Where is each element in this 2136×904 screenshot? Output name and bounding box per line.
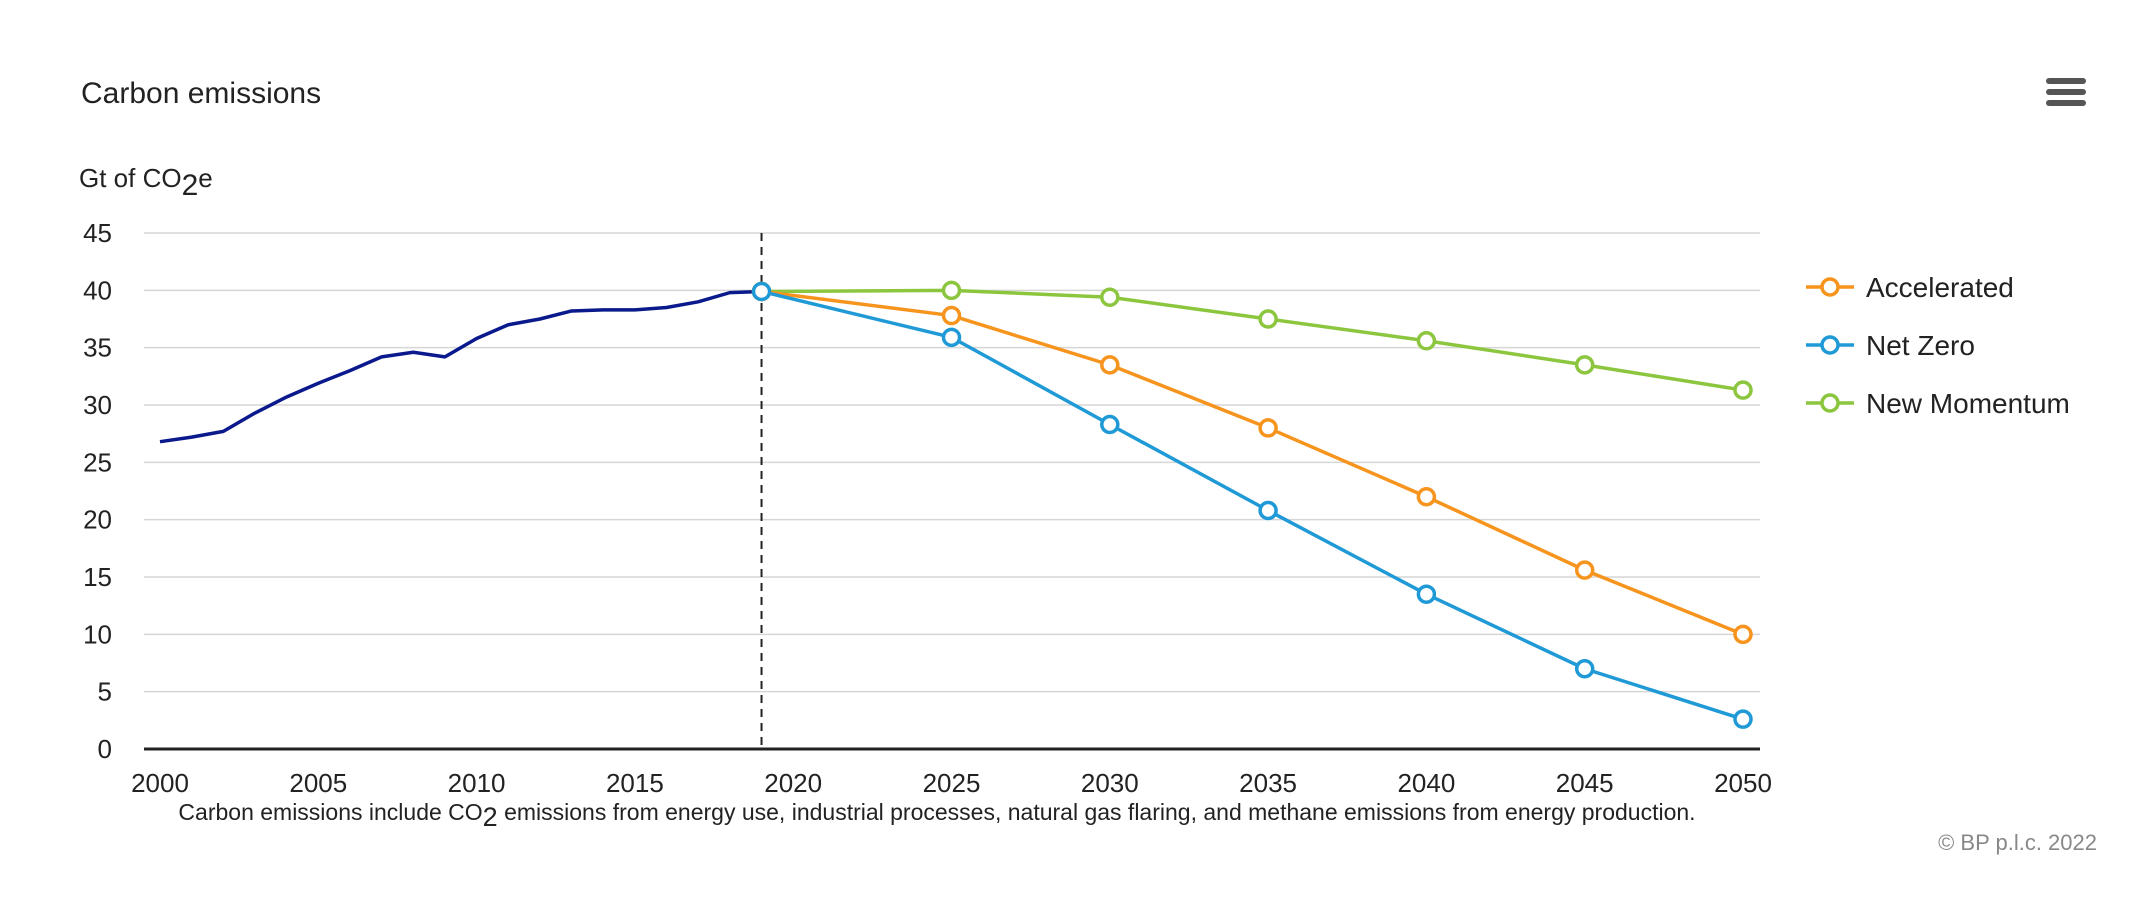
data-point-new-momentum[interactable] [1416, 331, 1437, 351]
y-tick-label: 25 [83, 447, 112, 477]
series-line-net-zero [761, 289, 1744, 721]
x-tick-label: 2025 [923, 768, 981, 798]
data-point-new-momentum[interactable] [1574, 355, 1595, 375]
legend-label: New Momentum [1866, 388, 2070, 419]
y-tick-label: 15 [83, 562, 112, 592]
hamburger-menu-icon[interactable] [2046, 78, 2086, 114]
data-point-new-momentum[interactable] [1733, 380, 1753, 400]
y-tick-label: 10 [83, 619, 112, 649]
legend-item-accelerated[interactable]: Accelerated [1806, 272, 2014, 303]
x-tick-label: 2045 [1556, 768, 1614, 798]
data-point-net-zero[interactable] [1733, 709, 1753, 729]
x-tick-label: 2040 [1397, 768, 1455, 798]
data-point-net-zero[interactable] [1416, 584, 1437, 604]
data-point-accelerated[interactable] [1258, 418, 1278, 438]
x-axis-ticks: 2000 2005 2010 2015 2020 2025 2030 2035 2040 2045… [131, 768, 1772, 798]
menu-bar-top [2046, 78, 2086, 84]
caption-main: Carbon emissions include CO [178, 799, 482, 825]
data-point-net-zero[interactable] [1574, 658, 1595, 679]
legend-marker [1820, 335, 1840, 355]
data-point-new-momentum[interactable] [941, 280, 962, 301]
x-tick-label: 2010 [448, 768, 506, 798]
x-tick-label: 2015 [606, 768, 664, 798]
series-markers[interactable] [751, 280, 1753, 729]
data-point-net-zero[interactable] [1258, 500, 1278, 521]
data-point-net-zero[interactable] [751, 281, 772, 302]
data-point-net-zero[interactable] [941, 327, 962, 348]
data-point-accelerated[interactable] [941, 305, 962, 326]
y-axis-label-end: e [198, 163, 212, 193]
x-tick-label: 2000 [131, 768, 189, 798]
credit-text: © BP p.l.c. 2022 [1938, 830, 2097, 855]
legend-marker [1820, 393, 1840, 413]
caption-end: emissions from energy use, industrial pr… [498, 799, 1696, 825]
menu-bar-bottom [2046, 100, 2086, 106]
data-point-new-momentum[interactable] [1258, 309, 1278, 329]
data-point-accelerated[interactable] [1416, 486, 1437, 507]
chart-caption: Carbon emissions include CO2 emissions f… [178, 799, 1695, 832]
x-tick-label: 2030 [1081, 768, 1139, 798]
y-tick-label: 40 [83, 275, 112, 305]
menu-bar-middle [2046, 89, 2086, 95]
series-lines [159, 288, 1744, 721]
y-tick-label: 0 [98, 734, 112, 764]
y-tick-label: 30 [83, 390, 112, 420]
series-line-new-momentum [761, 288, 1744, 392]
data-point-accelerated[interactable] [1100, 355, 1120, 375]
y-axis-label: Gt of CO2e [79, 163, 213, 202]
data-point-new-momentum[interactable] [1100, 287, 1120, 307]
legend-label: Accelerated [1866, 272, 2014, 303]
data-point-net-zero[interactable] [1100, 414, 1120, 435]
legend-item-net-zero[interactable]: Net Zero [1806, 330, 1975, 361]
x-tick-label: 2035 [1239, 768, 1297, 798]
legend-label: Net Zero [1866, 330, 1975, 361]
y-axis-label-main: Gt of CO [79, 163, 182, 193]
data-point-accelerated[interactable] [1574, 560, 1595, 580]
chart-title: Carbon emissions [81, 77, 321, 110]
y-axis-label-subscript: 2 [182, 169, 199, 202]
y-tick-label: 35 [83, 333, 112, 363]
y-tick-label: 45 [83, 218, 112, 248]
legend[interactable]: Accelerated Net Zero New Momentum [1806, 272, 2070, 419]
y-axis-ticks: 0 5 10 15 20 25 30 35 40 45 [83, 218, 112, 764]
legend-item-new-momentum[interactable]: New Momentum [1806, 388, 2070, 419]
x-tick-label: 2050 [1714, 768, 1772, 798]
data-point-accelerated[interactable] [1733, 624, 1753, 645]
y-tick-label: 5 [98, 677, 112, 707]
grid-lines [144, 232, 1760, 693]
x-tick-label: 2005 [289, 768, 347, 798]
caption-subscript: 2 [483, 802, 498, 832]
x-tick-label: 2020 [764, 768, 822, 798]
legend-marker [1820, 277, 1840, 297]
y-tick-label: 20 [83, 505, 112, 535]
history-line [159, 289, 762, 444]
